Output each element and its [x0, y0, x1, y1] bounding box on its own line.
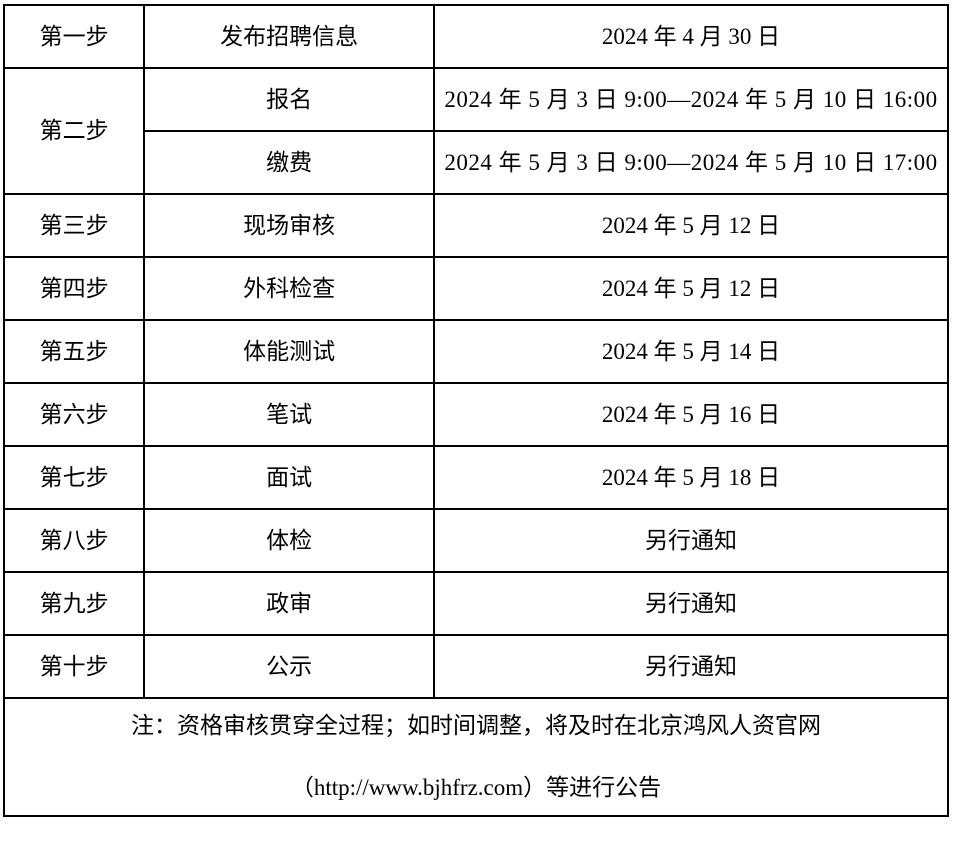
table-row-step1: 第一步 发布招聘信息 2024 年 4 月 30 日 — [2, 4, 950, 69]
time-cell: 2024 年 4 月 30 日 — [432, 4, 950, 69]
item-cell: 笔试 — [143, 382, 435, 447]
note-line-2: （http://www.bjhfrz.com）等进行公告 — [290, 775, 662, 800]
step-cell: 第六步 — [2, 382, 146, 447]
time-cell: 2024 年 5 月 3 日 9:00—2024 年 5 月 10 日 16:0… — [432, 67, 950, 132]
item-cell: 缴费 — [143, 130, 435, 195]
time-cell: 另行通知 — [432, 571, 950, 636]
table-row-step10: 第十步 公示 另行通知 — [2, 634, 950, 699]
table-row-step8: 第八步 体检 另行通知 — [2, 508, 950, 573]
step-cell: 第四步 — [2, 256, 146, 321]
time-cell: 2024 年 5 月 3 日 9:00—2024 年 5 月 10 日 17:0… — [432, 130, 950, 195]
note-line-1: 注：资格审核贯穿全过程；如时间调整，将及时在北京鸿风人资官网 — [131, 713, 821, 739]
item-cell: 体检 — [143, 508, 435, 573]
step-cell-merged: 第二步 — [2, 67, 146, 195]
step-cell: 第七步 — [2, 445, 146, 510]
step-cell: 第一步 — [2, 4, 146, 69]
note-cell: 注：资格审核贯穿全过程；如时间调整，将及时在北京鸿风人资官网 （http://w… — [3, 697, 949, 817]
table-row-step3: 第三步 现场审核 2024 年 5 月 12 日 — [2, 193, 950, 258]
time-cell: 2024 年 5 月 14 日 — [432, 319, 950, 384]
step-cell: 第八步 — [2, 508, 146, 573]
time-cell: 2024 年 5 月 12 日 — [432, 256, 950, 321]
item-cell: 现场审核 — [143, 193, 435, 258]
item-cell: 报名 — [143, 67, 435, 132]
step-cell: 第九步 — [2, 571, 146, 636]
time-cell: 2024 年 5 月 12 日 — [432, 193, 950, 258]
item-cell: 发布招聘信息 — [143, 4, 435, 69]
time-cell: 另行通知 — [432, 634, 950, 699]
item-cell: 面试 — [143, 445, 435, 510]
step-cell: 第十步 — [2, 634, 146, 699]
recruitment-schedule-table: 第一步 发布招聘信息 2024 年 4 月 30 日 第二步 报名 2024 年… — [2, 4, 950, 817]
time-cell: 2024 年 5 月 18 日 — [432, 445, 950, 510]
step-cell: 第五步 — [2, 319, 146, 384]
item-cell: 外科检查 — [143, 256, 435, 321]
item-cell: 政审 — [143, 571, 435, 636]
step-cell: 第三步 — [2, 193, 146, 258]
table-row-step2-payment: 缴费 2024 年 5 月 3 日 9:00—2024 年 5 月 10 日 1… — [4, 130, 950, 195]
table-row-step6: 第六步 笔试 2024 年 5 月 16 日 — [2, 382, 950, 447]
table-row-step9: 第九步 政审 另行通知 — [2, 571, 950, 636]
time-cell: 另行通知 — [432, 508, 950, 573]
table-row-step2-signup: 第二步 报名 2024 年 5 月 3 日 9:00—2024 年 5 月 10… — [2, 67, 950, 195]
item-cell: 公示 — [143, 634, 435, 699]
table-row-step7: 第七步 面试 2024 年 5 月 18 日 — [2, 445, 950, 510]
note-text: 注：资格审核贯穿全过程；如时间调整，将及时在北京鸿风人资官网 （http://w… — [6, 700, 946, 814]
item-cell: 体能测试 — [143, 319, 435, 384]
note-row: 注：资格审核贯穿全过程；如时间调整，将及时在北京鸿风人资官网 （http://w… — [3, 697, 949, 817]
table-row-step4: 第四步 外科检查 2024 年 5 月 12 日 — [2, 256, 950, 321]
time-cell: 2024 年 5 月 16 日 — [432, 382, 950, 447]
table-row-step5: 第五步 体能测试 2024 年 5 月 14 日 — [2, 319, 950, 384]
